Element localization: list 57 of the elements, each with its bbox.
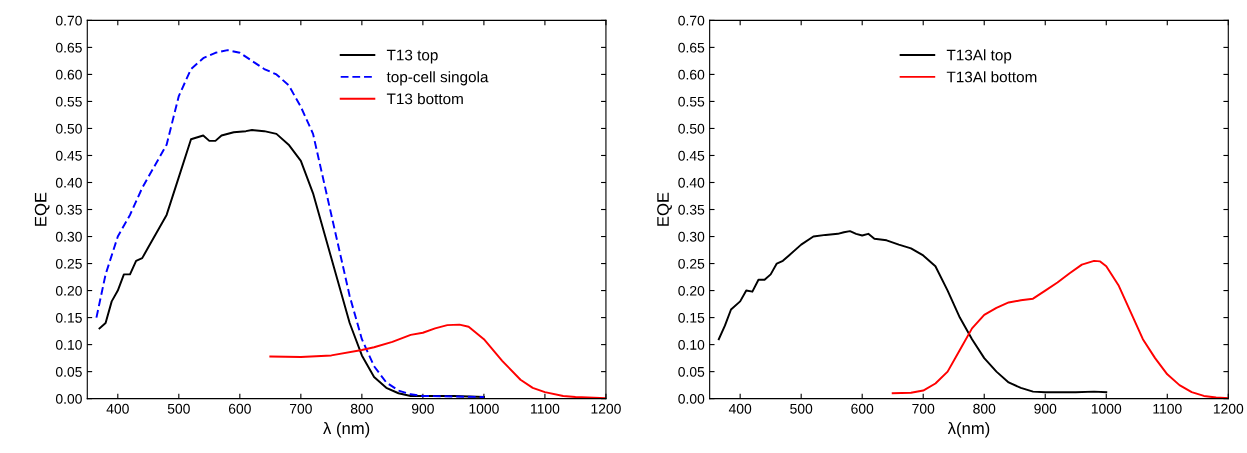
y-tick-label: 0.65 xyxy=(678,42,705,53)
legend-label: T13Al top xyxy=(946,49,1012,64)
y-tick-label: 0.55 xyxy=(55,96,82,107)
y-tick-label: 0.10 xyxy=(678,339,705,350)
x-tick-label: 600 xyxy=(228,403,251,414)
y-axis-title: EQE xyxy=(34,192,50,226)
x-tick-label: 900 xyxy=(1034,403,1057,414)
y-tick-label: 0.25 xyxy=(55,258,82,269)
x-tick-label: 700 xyxy=(912,403,935,414)
y-tick-label: 0.05 xyxy=(55,366,82,377)
y-tick-label: 0.20 xyxy=(678,285,705,296)
x-tick-label: 1100 xyxy=(531,403,560,414)
y-tick-label: 0.45 xyxy=(678,150,705,161)
x-tick-label: 1000 xyxy=(1091,403,1122,414)
y-tick-label: 0.30 xyxy=(678,231,705,242)
y-tick-label: 0.30 xyxy=(55,231,82,242)
y-tick-label: 0.05 xyxy=(678,366,705,377)
x-tick-label: 800 xyxy=(973,403,996,414)
y-tick-label: 0.55 xyxy=(678,96,705,107)
x-tick-label: 1000 xyxy=(469,403,499,414)
x-tick-label: 1200 xyxy=(591,403,621,414)
y-tick-label: 0.10 xyxy=(55,339,82,350)
y-tick-label: 0.35 xyxy=(678,204,705,215)
y-tick-label: 0.15 xyxy=(678,312,705,323)
x-tick-label: 500 xyxy=(167,403,190,414)
y-tick-label: 0.70 xyxy=(55,15,82,26)
y-tick-label: 0.00 xyxy=(55,393,82,404)
legend-label: T13 bottom xyxy=(386,93,463,105)
x-tick-label: 400 xyxy=(106,403,129,414)
x-tick-label: 600 xyxy=(851,403,874,414)
x-tick-label: 500 xyxy=(790,403,813,414)
y-tick-label: 0.00 xyxy=(678,393,705,404)
x-tick-label: 400 xyxy=(728,403,752,414)
y-tick-label: 0.65 xyxy=(55,42,82,53)
x-axis-title: λ(nm) xyxy=(947,422,990,438)
legend-label: T13 top xyxy=(386,49,438,64)
y-tick-label: 0.60 xyxy=(678,69,705,80)
y-tick-label: 0.25 xyxy=(678,258,705,269)
y-axis-title: EQE xyxy=(657,192,672,226)
y-tick-label: 0.20 xyxy=(55,285,82,296)
x-tick-label: 1200 xyxy=(1213,403,1244,414)
x-tick-label: 900 xyxy=(411,403,434,414)
y-tick-label: 0.40 xyxy=(678,177,705,188)
y-tick-label: 0.50 xyxy=(678,123,705,134)
x-tick-label: 800 xyxy=(350,403,373,414)
y-tick-label: 0.45 xyxy=(55,150,82,161)
legend-label: T13Al bottom xyxy=(946,71,1037,83)
legend-label: top-cell singola xyxy=(386,71,489,86)
y-tick-label: 0.60 xyxy=(55,69,82,80)
x-tick-label: 700 xyxy=(289,403,312,414)
y-tick-label: 0.70 xyxy=(678,15,705,26)
x-tick-label: 1100 xyxy=(1153,403,1182,414)
y-tick-label: 0.40 xyxy=(55,177,82,188)
y-tick-label: 0.15 xyxy=(55,312,82,323)
x-axis-title: λ (nm) xyxy=(323,422,370,438)
y-tick-label: 0.35 xyxy=(55,204,82,215)
y-tick-label: 0.50 xyxy=(55,123,82,134)
